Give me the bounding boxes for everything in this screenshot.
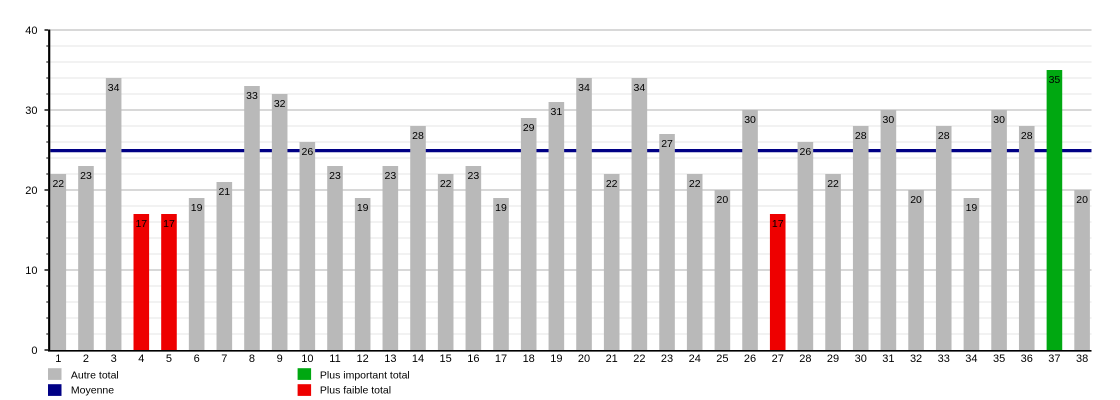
svg-text:22: 22 — [827, 178, 839, 190]
svg-text:31: 31 — [882, 353, 894, 365]
svg-text:22: 22 — [689, 178, 701, 190]
svg-text:38: 38 — [1076, 353, 1088, 365]
svg-text:17: 17 — [495, 353, 507, 365]
svg-text:28: 28 — [799, 353, 811, 365]
svg-text:20: 20 — [1076, 194, 1088, 206]
svg-text:3: 3 — [111, 353, 117, 365]
svg-text:17: 17 — [772, 218, 784, 230]
svg-text:34: 34 — [578, 82, 590, 94]
svg-text:23: 23 — [661, 353, 673, 365]
svg-text:14: 14 — [412, 353, 424, 365]
svg-text:13: 13 — [384, 353, 396, 365]
svg-text:10: 10 — [301, 353, 313, 365]
svg-text:37: 37 — [1048, 353, 1060, 365]
svg-text:22: 22 — [52, 178, 64, 190]
svg-text:22: 22 — [633, 353, 645, 365]
svg-text:22: 22 — [440, 178, 452, 190]
svg-text:20: 20 — [578, 353, 590, 365]
svg-text:19: 19 — [966, 202, 978, 214]
svg-text:28: 28 — [938, 130, 950, 142]
svg-text:40: 40 — [25, 25, 37, 37]
svg-text:30: 30 — [993, 114, 1005, 126]
svg-text:33: 33 — [246, 90, 258, 102]
svg-text:1: 1 — [55, 353, 61, 365]
svg-text:35: 35 — [993, 353, 1005, 365]
svg-text:20: 20 — [717, 194, 729, 206]
svg-text:2: 2 — [83, 353, 89, 365]
svg-text:25: 25 — [716, 353, 728, 365]
svg-text:Plus important total: Plus important total — [320, 370, 410, 382]
svg-text:27: 27 — [661, 138, 673, 150]
svg-text:7: 7 — [221, 353, 227, 365]
svg-text:30: 30 — [25, 105, 37, 117]
svg-text:30: 30 — [744, 114, 756, 126]
svg-text:32: 32 — [274, 98, 286, 110]
svg-text:11: 11 — [329, 353, 340, 365]
svg-text:0: 0 — [31, 345, 37, 357]
svg-text:6: 6 — [194, 353, 200, 365]
svg-text:28: 28 — [412, 130, 424, 142]
svg-text:17: 17 — [135, 218, 147, 230]
svg-text:19: 19 — [495, 202, 507, 214]
svg-text:19: 19 — [357, 202, 369, 214]
svg-text:31: 31 — [551, 106, 563, 118]
svg-text:4: 4 — [138, 353, 144, 365]
svg-text:23: 23 — [329, 170, 341, 182]
svg-text:29: 29 — [523, 122, 535, 134]
svg-text:26: 26 — [800, 146, 812, 158]
svg-text:23: 23 — [80, 170, 92, 182]
svg-text:10: 10 — [25, 265, 37, 277]
svg-text:33: 33 — [938, 353, 950, 365]
svg-text:16: 16 — [467, 353, 479, 365]
svg-text:20: 20 — [25, 185, 37, 197]
svg-text:27: 27 — [772, 353, 784, 365]
svg-text:19: 19 — [191, 202, 203, 214]
svg-text:26: 26 — [744, 353, 756, 365]
svg-text:35: 35 — [1049, 74, 1061, 86]
svg-text:28: 28 — [855, 130, 867, 142]
svg-text:34: 34 — [634, 82, 646, 94]
svg-text:29: 29 — [827, 353, 839, 365]
svg-text:34: 34 — [108, 82, 120, 94]
svg-text:23: 23 — [384, 170, 396, 182]
svg-text:34: 34 — [965, 353, 977, 365]
svg-text:22: 22 — [606, 178, 618, 190]
svg-text:30: 30 — [883, 114, 895, 126]
svg-text:Moyenne: Moyenne — [71, 384, 114, 396]
svg-text:12: 12 — [357, 353, 369, 365]
svg-text:Plus faible total: Plus faible total — [320, 384, 391, 396]
svg-text:23: 23 — [468, 170, 480, 182]
svg-text:26: 26 — [301, 146, 313, 158]
svg-text:32: 32 — [910, 353, 922, 365]
svg-text:36: 36 — [1021, 353, 1033, 365]
svg-text:17: 17 — [163, 218, 175, 230]
svg-text:5: 5 — [166, 353, 172, 365]
svg-text:20: 20 — [910, 194, 922, 206]
svg-text:24: 24 — [689, 353, 701, 365]
svg-text:9: 9 — [277, 353, 283, 365]
svg-text:18: 18 — [523, 353, 535, 365]
svg-text:28: 28 — [1021, 130, 1033, 142]
svg-text:8: 8 — [249, 353, 255, 365]
svg-text:21: 21 — [218, 186, 230, 198]
svg-text:Autre total: Autre total — [71, 370, 119, 382]
svg-text:21: 21 — [606, 353, 618, 365]
svg-text:30: 30 — [855, 353, 867, 365]
svg-text:15: 15 — [440, 353, 452, 365]
svg-text:19: 19 — [550, 353, 562, 365]
